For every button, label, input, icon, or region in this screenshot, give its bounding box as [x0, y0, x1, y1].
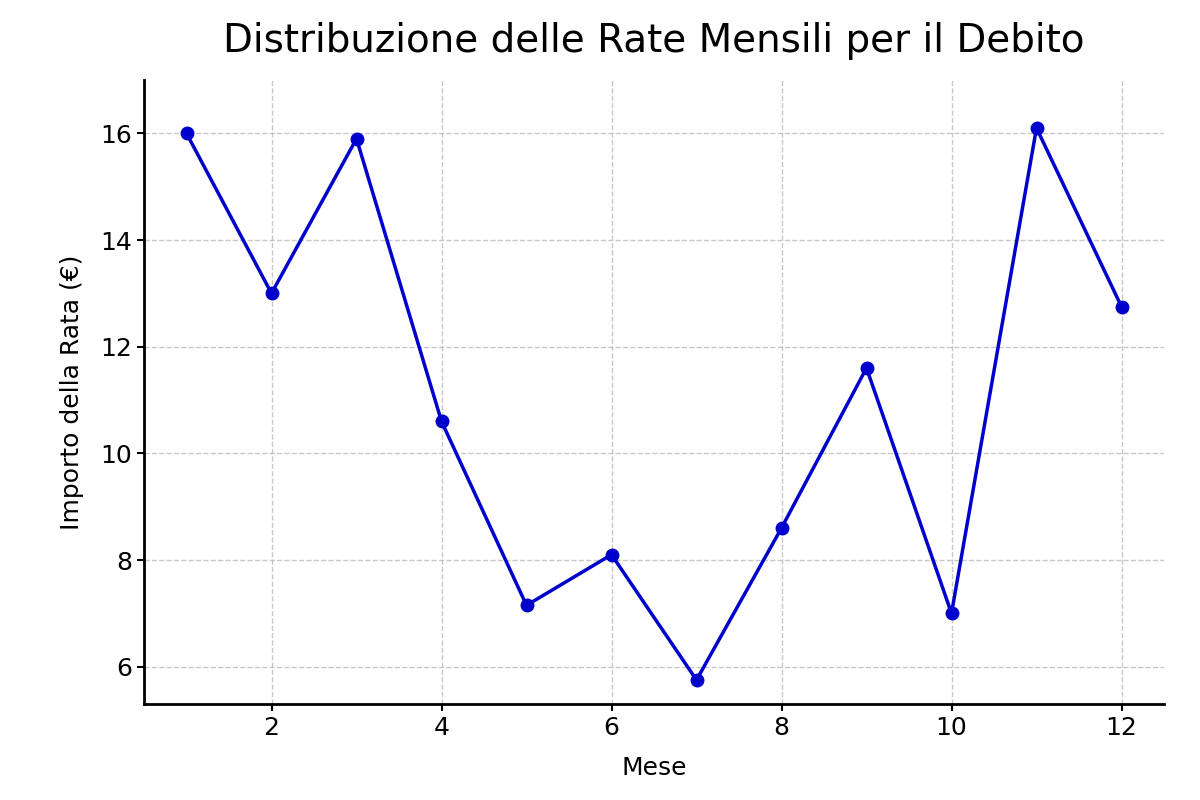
Y-axis label: Importo della Rata (€): Importo della Rata (€): [60, 254, 84, 530]
X-axis label: Mese: Mese: [622, 757, 686, 781]
Title: Distribuzione delle Rate Mensili per il Debito: Distribuzione delle Rate Mensili per il …: [223, 22, 1085, 60]
